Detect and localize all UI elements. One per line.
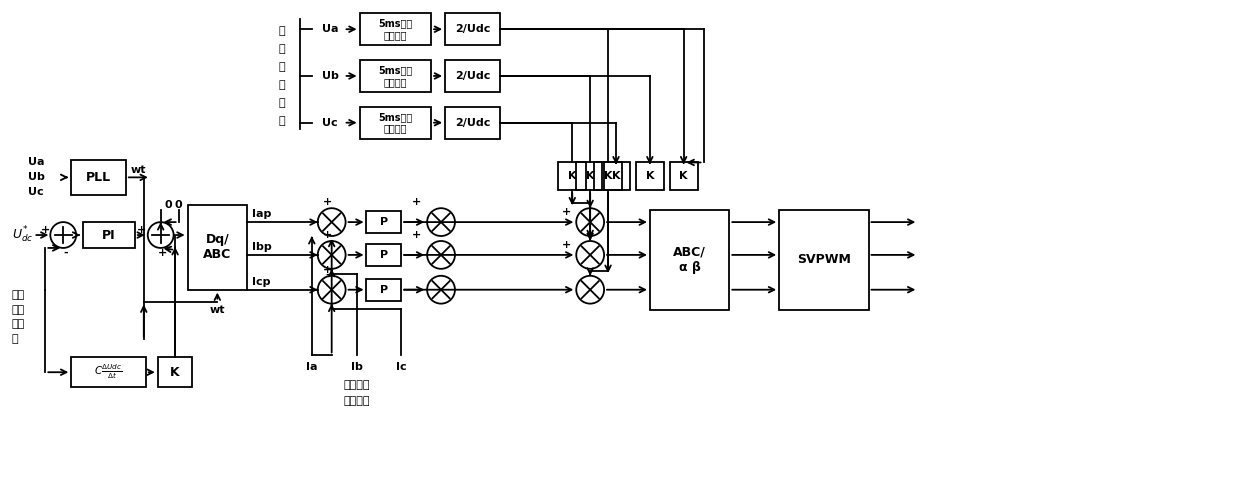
Text: K: K — [646, 171, 653, 182]
Text: Ic: Ic — [396, 362, 407, 372]
Text: Iap: Iap — [252, 209, 272, 219]
Bar — [445, 107, 500, 138]
Text: Dq/
ABC: Dq/ ABC — [203, 233, 232, 262]
Text: P: P — [379, 285, 388, 295]
Bar — [367, 244, 402, 266]
Bar — [71, 357, 146, 387]
Text: PLL: PLL — [86, 171, 112, 184]
Text: 电流反馈: 电流反馈 — [343, 396, 370, 406]
Bar — [367, 279, 402, 301]
Bar — [636, 162, 663, 190]
Bar — [594, 162, 622, 190]
Text: K: K — [568, 171, 577, 182]
Bar — [779, 210, 868, 309]
Text: +: + — [138, 225, 146, 235]
Text: -: - — [325, 237, 330, 247]
Text: 母线: 母线 — [11, 290, 25, 300]
Text: +: + — [324, 230, 332, 240]
Bar — [71, 160, 126, 195]
Text: 电压: 电压 — [11, 305, 25, 315]
Bar — [558, 162, 587, 190]
Text: K: K — [170, 366, 180, 379]
Text: -: - — [63, 248, 67, 258]
Text: +: + — [562, 240, 570, 250]
Text: $C\frac{\Delta Udc}{\Delta t}$: $C\frac{\Delta Udc}{\Delta t}$ — [94, 363, 123, 381]
Text: wt: wt — [131, 165, 146, 175]
Text: 电: 电 — [279, 98, 285, 108]
Text: Uc: Uc — [29, 187, 45, 197]
Text: Ub: Ub — [321, 71, 339, 81]
Text: 压: 压 — [279, 116, 285, 125]
Text: Uc: Uc — [321, 118, 337, 128]
Text: 5ms滑动
平均滤波: 5ms滑动 平均滤波 — [378, 18, 413, 40]
Text: Ua: Ua — [29, 158, 45, 168]
Bar — [360, 60, 432, 92]
Text: 5ms滑动
平均滤波: 5ms滑动 平均滤波 — [378, 112, 413, 134]
Text: Ub: Ub — [29, 172, 46, 182]
Text: 0: 0 — [175, 200, 182, 210]
Bar — [603, 162, 630, 190]
Bar — [577, 162, 604, 190]
Text: +: + — [412, 230, 420, 240]
Bar — [367, 211, 402, 233]
Bar — [360, 107, 432, 138]
Text: +: + — [41, 225, 50, 235]
Text: +: + — [412, 197, 420, 207]
Text: 网: 网 — [279, 80, 285, 90]
Text: -: - — [325, 270, 330, 280]
Text: 三: 三 — [279, 26, 285, 36]
Text: SVPWM: SVPWM — [797, 253, 851, 266]
Text: K: K — [680, 171, 688, 182]
Text: Ia: Ia — [306, 362, 317, 372]
Bar — [445, 13, 500, 45]
Text: P: P — [379, 217, 388, 227]
Text: K: K — [587, 171, 594, 182]
Bar — [187, 205, 247, 290]
Text: 2/Udc: 2/Udc — [455, 118, 490, 128]
Text: K: K — [611, 171, 620, 182]
Text: +: + — [324, 197, 332, 207]
Text: Ibp: Ibp — [252, 242, 272, 252]
Text: 0: 0 — [165, 200, 172, 210]
Text: 2/Udc: 2/Udc — [455, 24, 490, 34]
Text: Ib: Ib — [351, 362, 362, 372]
Bar — [360, 13, 432, 45]
Bar — [670, 162, 698, 190]
Text: 2/Udc: 2/Udc — [455, 71, 490, 81]
Text: P: P — [379, 250, 388, 260]
Text: Icp: Icp — [252, 277, 270, 287]
Text: 三相电感: 三相电感 — [343, 380, 370, 390]
Text: Ua: Ua — [321, 24, 339, 34]
Bar — [445, 60, 500, 92]
Bar — [650, 210, 729, 309]
Text: 采样: 采样 — [11, 319, 25, 330]
Text: +: + — [562, 207, 570, 217]
Bar — [83, 222, 135, 248]
Text: K: K — [604, 171, 613, 182]
Text: 电: 电 — [279, 62, 285, 72]
Text: 相: 相 — [279, 44, 285, 54]
Text: PI: PI — [102, 228, 115, 241]
Text: $U_{dc}^{*}$: $U_{dc}^{*}$ — [11, 225, 33, 245]
Text: ABC/
α β: ABC/ α β — [673, 246, 706, 274]
Text: 值: 值 — [11, 334, 19, 344]
Bar — [157, 357, 192, 387]
Text: +: + — [324, 265, 332, 275]
Text: +: + — [157, 248, 167, 258]
Text: wt: wt — [210, 305, 226, 315]
Text: 5ms滑动
平均滤波: 5ms滑动 平均滤波 — [378, 65, 413, 87]
